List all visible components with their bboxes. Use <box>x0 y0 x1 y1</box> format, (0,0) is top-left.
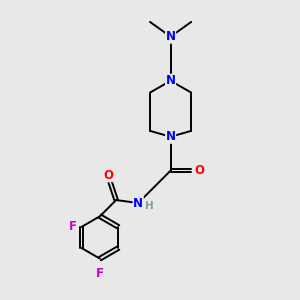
Text: F: F <box>96 268 104 281</box>
Text: H: H <box>145 201 154 211</box>
Text: N: N <box>133 196 143 209</box>
Text: N: N <box>166 74 176 87</box>
Text: O: O <box>194 164 205 177</box>
Text: O: O <box>104 169 114 182</box>
Text: N: N <box>166 30 176 43</box>
Text: N: N <box>166 130 176 143</box>
Text: F: F <box>69 220 77 233</box>
